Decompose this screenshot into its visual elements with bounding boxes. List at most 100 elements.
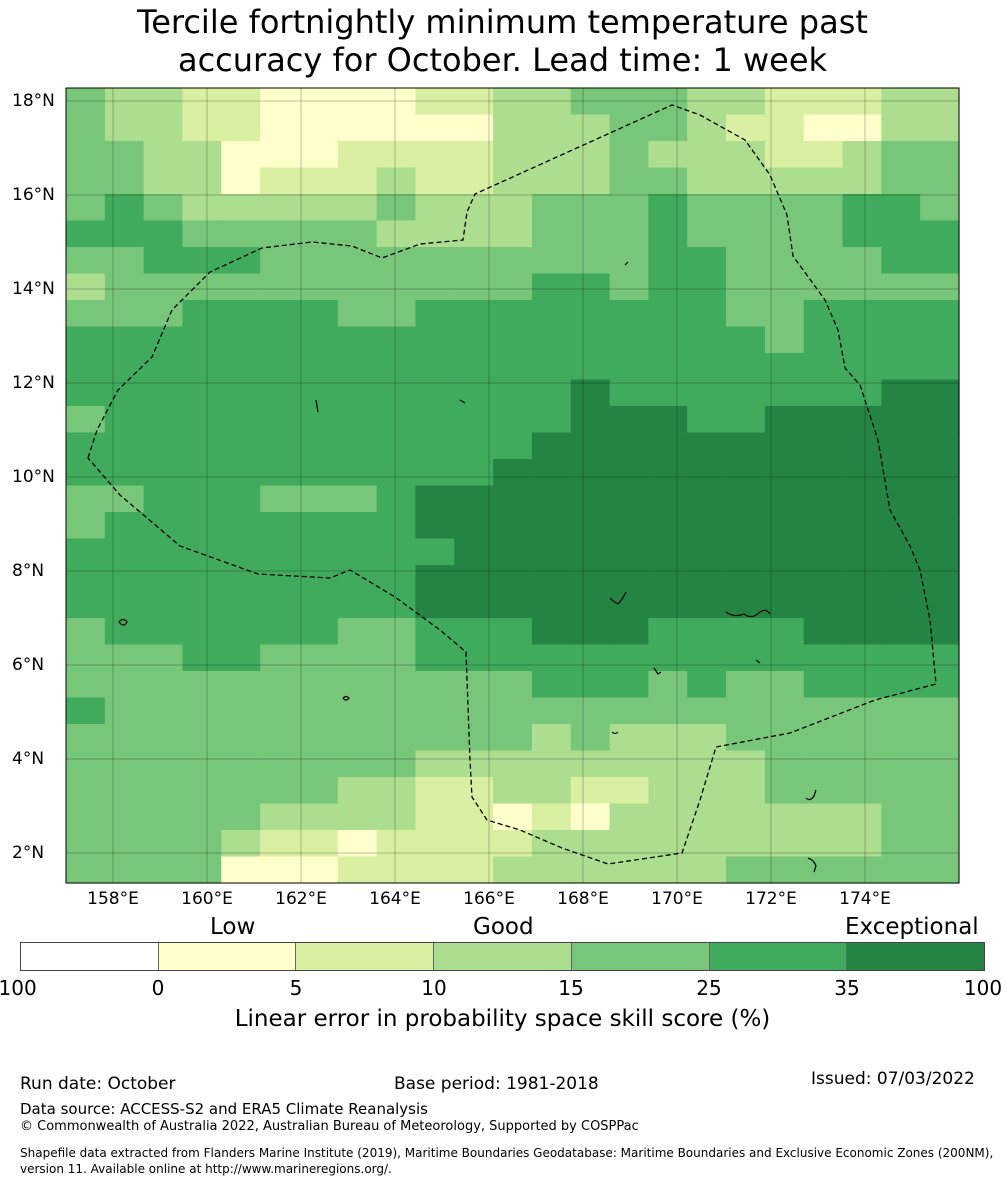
skill-cell <box>609 485 649 513</box>
skill-cell <box>298 247 339 275</box>
skill-cell <box>182 856 222 884</box>
skill-cell <box>920 565 960 593</box>
skill-cell <box>66 724 106 752</box>
skill-cell <box>221 353 261 381</box>
skill-cell <box>298 830 339 858</box>
colorbar-tick: 25 <box>696 976 722 1000</box>
skill-cell <box>493 512 533 540</box>
skill-cell <box>881 114 921 142</box>
lon-label-160e: 160°E <box>181 889 233 909</box>
skill-cell <box>764 724 805 752</box>
skill-cell <box>842 353 882 381</box>
skill-cell <box>726 724 766 752</box>
skill-cell <box>609 88 649 116</box>
skill-cell <box>66 353 106 381</box>
skill-cell <box>648 512 688 540</box>
skill-cell <box>337 697 378 725</box>
skill-cell <box>493 273 533 301</box>
skill-cell <box>531 697 572 725</box>
skill-cell <box>803 856 844 884</box>
skill-cell <box>920 459 960 487</box>
skill-cell <box>221 697 261 725</box>
skill-cell <box>104 194 145 222</box>
skill-cell <box>570 697 611 725</box>
skill-cell <box>881 406 921 434</box>
skill-cell <box>260 591 300 619</box>
skill-cell <box>726 750 766 778</box>
skill-cell <box>66 591 106 619</box>
skill-cell <box>842 724 882 752</box>
skill-cell <box>764 697 805 725</box>
skill-cell <box>493 565 533 593</box>
skill-cell <box>493 671 533 699</box>
skill-cell <box>726 220 766 248</box>
skill-cell <box>570 591 611 619</box>
skill-cell <box>337 220 378 248</box>
skill-cell <box>648 644 688 672</box>
skill-cell <box>493 167 533 195</box>
skill-cell <box>493 750 533 778</box>
skill-cell <box>298 750 339 778</box>
skill-cell <box>298 512 339 540</box>
skill-cell <box>609 777 649 805</box>
skill-cell <box>609 538 649 566</box>
skill-cell <box>531 88 572 116</box>
skill-cell <box>687 750 727 778</box>
skill-cell <box>143 379 184 407</box>
skill-cell <box>454 326 494 354</box>
skill-cell <box>570 194 611 222</box>
skill-cell <box>415 353 455 381</box>
skill-cell <box>337 538 378 566</box>
skill-cell <box>531 353 572 381</box>
skill-cell <box>143 114 184 142</box>
legend-category-low: Low <box>210 914 256 940</box>
skill-cell <box>531 459 572 487</box>
skill-cell <box>842 512 882 540</box>
skill-cell <box>726 379 766 407</box>
map-title-line-2: accuracy for October. Lead time: 1 week <box>177 41 828 79</box>
skill-cell <box>260 459 300 487</box>
skill-cell <box>531 273 572 301</box>
skill-cell <box>687 697 727 725</box>
skill-cell <box>764 114 805 142</box>
skill-cell <box>143 88 184 116</box>
skill-cell <box>764 803 805 831</box>
skill-cell <box>531 512 572 540</box>
skill-cell <box>66 512 106 540</box>
skill-cell <box>764 220 805 248</box>
skill-cell <box>376 167 417 195</box>
skill-cell <box>66 194 106 222</box>
skill-cell <box>337 618 378 646</box>
skill-cell <box>182 512 222 540</box>
skill-cell <box>66 167 106 195</box>
skill-cell <box>143 326 184 354</box>
atoll <box>118 618 128 626</box>
skill-cell <box>687 88 727 116</box>
skill-cell <box>609 167 649 195</box>
skill-cell <box>570 671 611 699</box>
skill-cell <box>104 247 145 275</box>
skill-cell <box>298 618 339 646</box>
skill-cell <box>104 326 145 354</box>
skill-cell <box>298 644 339 672</box>
skill-cell <box>182 591 222 619</box>
skill-cell <box>337 724 378 752</box>
colorbar-segment <box>847 943 985 970</box>
copyright: © Commonwealth of Australia 2022, Austra… <box>20 1119 639 1134</box>
skill-cell <box>182 697 222 725</box>
skill-cell <box>493 141 533 169</box>
skill-cell <box>842 326 882 354</box>
skill-cell <box>260 750 300 778</box>
skill-cell <box>337 644 378 672</box>
colorbar-tick: 0 <box>151 976 165 1000</box>
lat-label-18n: 18°N <box>12 91 55 111</box>
skill-cell <box>842 777 882 805</box>
skill-cell <box>260 724 300 752</box>
skill-cell <box>454 432 494 460</box>
skill-cell <box>881 538 921 566</box>
skill-cell <box>609 803 649 831</box>
skill-grid <box>66 88 960 884</box>
skill-cell <box>531 671 572 699</box>
skill-cell <box>493 300 533 328</box>
skill-cell <box>337 671 378 699</box>
